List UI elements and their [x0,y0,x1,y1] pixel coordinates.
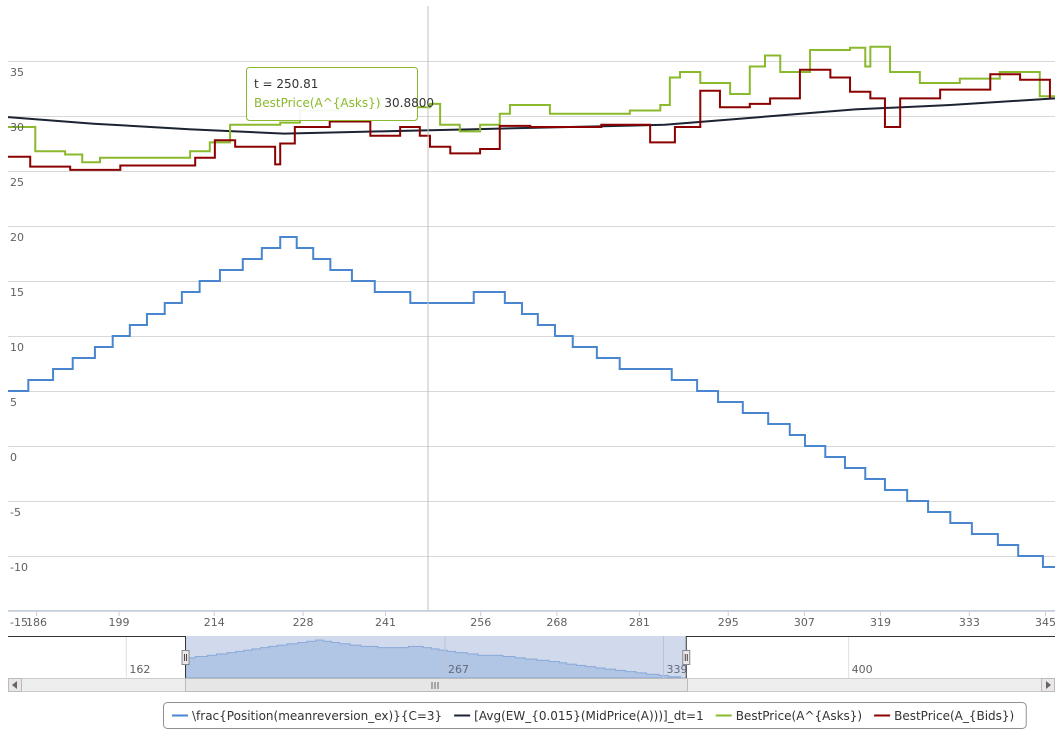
y-tick-label: -5 [10,506,21,519]
tooltip-row: BestPrice(A^{Asks}) 30.8800 [254,96,434,110]
navigator-area [185,639,687,679]
tooltip-series: BestPrice(A^{Asks}) [254,96,380,110]
legend: \frac{Position(meanreversion_ex)}{C=3} [A… [163,702,1027,729]
axes: -15 -10 -5 0 5 10 15 20 25 30 35 186 199 214 228 241 256… [10,66,1056,629]
y-tick-label: -10 [10,561,28,574]
arrow-left [12,681,17,689]
arrow-right [1046,681,1051,689]
tooltip: t = 250.81 BestPrice(A^{Asks}) 30.8800 [246,67,434,121]
navigator-tick-label: 400 [852,663,873,676]
x-tick-label: 345 [1035,616,1056,629]
x-tick-label: 281 [629,616,650,629]
y-tick-label: 5 [10,396,17,409]
x-tick-label: 228 [293,616,314,629]
x-tick-label: 214 [204,616,225,629]
scrollbar-thumb[interactable] [185,678,688,692]
y-tick-label: 30 [10,121,24,134]
series-line [8,68,1051,171]
y-tick-label: 15 [10,286,24,299]
navigator-tick-label: 162 [129,663,150,676]
navigator: 162267339400499 [8,636,1055,679]
x-tick-label: 241 [375,616,396,629]
y-tick-label: 10 [10,341,24,354]
thumb-grip [431,682,439,689]
handle-grip [184,654,188,661]
navigator-selection [185,636,687,678]
y-tick-label: 0 [10,451,17,464]
scrollbar [8,678,1055,692]
x-tick-label: 186 [26,616,47,629]
y-tick-label: 35 [10,66,24,79]
legend-label[interactable]: BestPrice(A^{Asks}) [736,709,862,723]
navigator-tick-label: 339 [667,663,688,676]
legend-box [163,702,1027,729]
tooltip-box [246,67,418,121]
tooltip-value: 30.8800 [384,96,434,110]
plot-area [8,45,1055,568]
x-tick-label: 199 [109,616,130,629]
y-tick-label: 25 [10,176,24,189]
handle-grip [684,654,688,661]
legend-label[interactable]: BestPrice(A_{Bids}) [894,709,1014,723]
x-tick-label: 333 [959,616,980,629]
navigator-handle [181,650,190,665]
x-tick-label: 268 [546,616,567,629]
y-tick-label: -15 [10,616,28,629]
y-tick-label: 20 [10,231,24,244]
series-line [8,97,1055,135]
x-tick-label: 295 [718,616,739,629]
legend-label[interactable]: [Avg(EW_{0.015}(MidPrice(A)))]_dt=1 [474,709,704,723]
grid [8,61,1055,612]
navigator-handle [682,650,691,665]
tooltip-title: t = 250.81 [254,77,318,91]
x-tick-label: 256 [470,616,491,629]
series-line [8,236,1055,568]
series-line [8,45,1055,164]
x-tick-label: 319 [870,616,891,629]
x-tick-label: 307 [794,616,815,629]
legend-label[interactable]: \frac{Position(meanreversion_ex)}{C=3} [192,709,442,723]
navigator-tick-label: 267 [448,663,469,676]
